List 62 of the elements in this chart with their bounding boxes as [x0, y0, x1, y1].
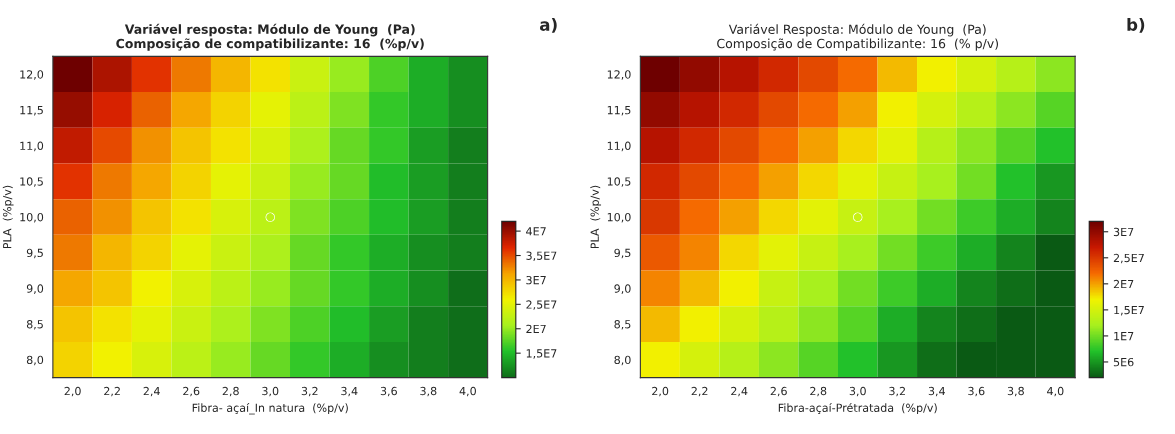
- x-tick-label: 3,4: [928, 386, 946, 397]
- y-tick-label: 9,0: [614, 284, 631, 294]
- y-tick-label: 8,5: [26, 320, 43, 330]
- y-tick-label: 8,5: [614, 320, 631, 330]
- y-tick-label: 10,5: [20, 177, 43, 187]
- color-bar-label: 5E6: [1113, 357, 1134, 367]
- annotation: ○: [852, 212, 863, 223]
- y-axis-title: PLA (%p/v): [2, 185, 14, 249]
- y-axis-title: PLA (%p/v): [590, 185, 602, 249]
- x-tick-label: 3,2: [301, 386, 318, 397]
- x-tick-label: 2,4: [143, 386, 160, 397]
- x-tick-label: 2,4: [731, 386, 748, 397]
- y-tick-label: 10,0: [607, 212, 631, 223]
- text: a): [539, 17, 557, 33]
- color-bar-label: 2E7: [1113, 279, 1134, 289]
- x-tick-label: 3,0: [262, 386, 279, 397]
- x-tick-label: 3,2: [889, 386, 905, 397]
- y-tick-label: 12,0: [20, 70, 44, 80]
- x-axis-title: Fibra- açaí_In natura (%p/v): [192, 402, 348, 415]
- y-tick-label: 11,0: [607, 141, 631, 152]
- x-tick-label: 2,2: [104, 386, 120, 397]
- y-tick-label: 9,0: [26, 284, 44, 294]
- x-tick-label: 2,8: [222, 386, 239, 397]
- x-tick-label: 3,8: [1007, 386, 1024, 397]
- y-tick-label: 12,0: [607, 70, 631, 80]
- color-bar-label: 1E7: [1114, 332, 1134, 341]
- y-tick-label: 9,5: [26, 248, 43, 259]
- color-bar-label: 1,5E7: [1114, 306, 1144, 316]
- y-tick-label: 11,0: [20, 141, 44, 152]
- x-tick-label: 2,0: [652, 386, 669, 397]
- x-tick-label: 2,6: [770, 386, 787, 397]
- color-bar-label: 1,5E7: [526, 349, 557, 359]
- y-tick-label: 11,5: [20, 106, 43, 116]
- x-tick-label: 3,6: [380, 386, 397, 397]
- x-axis-title: Fibra-açaí-Prétratada (%p/v): [778, 402, 937, 415]
- x-tick-label: 2,2: [691, 386, 708, 397]
- y-tick-label: 11,5: [607, 106, 631, 116]
- y-tick-label: 8,0: [26, 355, 44, 366]
- color-bar-label: 4E7: [526, 227, 546, 236]
- y-tick-label: 9,5: [614, 248, 631, 259]
- chart-title: Variável Resposta: Módulo de Young (Pa) Composição de Compatibilizante: 16 (% p/v): [717, 23, 999, 51]
- color-bar-label: 2E7: [526, 324, 546, 333]
- y-tick-label: 10,5: [607, 177, 631, 187]
- x-tick-label: 2,0: [64, 386, 81, 397]
- y-tick-label: 10,0: [20, 212, 44, 223]
- x-tick-label: 2,6: [183, 386, 200, 397]
- color-bar-label: 2,5E7: [526, 300, 557, 310]
- x-tick-label: 3,0: [849, 386, 866, 397]
- x-tick-label: 2,8: [810, 386, 827, 397]
- color-bar-label: 3E7: [1113, 227, 1134, 237]
- x-tick-label: 3,8: [420, 386, 437, 397]
- color-bar-label: 3E7: [526, 275, 546, 285]
- text: b): [1127, 17, 1145, 33]
- chart-title: Variável resposta: Módulo de Young (Pa) Composição de compatibilizante: 16 (%p/v): [116, 23, 424, 51]
- color-bar-label: 3,5E7: [526, 251, 557, 262]
- annotation: ○: [265, 212, 276, 223]
- x-tick-label: 3,6: [968, 386, 985, 397]
- y-tick-label: 8,0: [614, 355, 631, 366]
- x-tick-label: 4,0: [459, 386, 476, 397]
- x-tick-label: 4,0: [1047, 386, 1064, 397]
- color-bar-label: 2,5E7: [1113, 253, 1144, 264]
- x-tick-label: 3,4: [341, 386, 358, 397]
